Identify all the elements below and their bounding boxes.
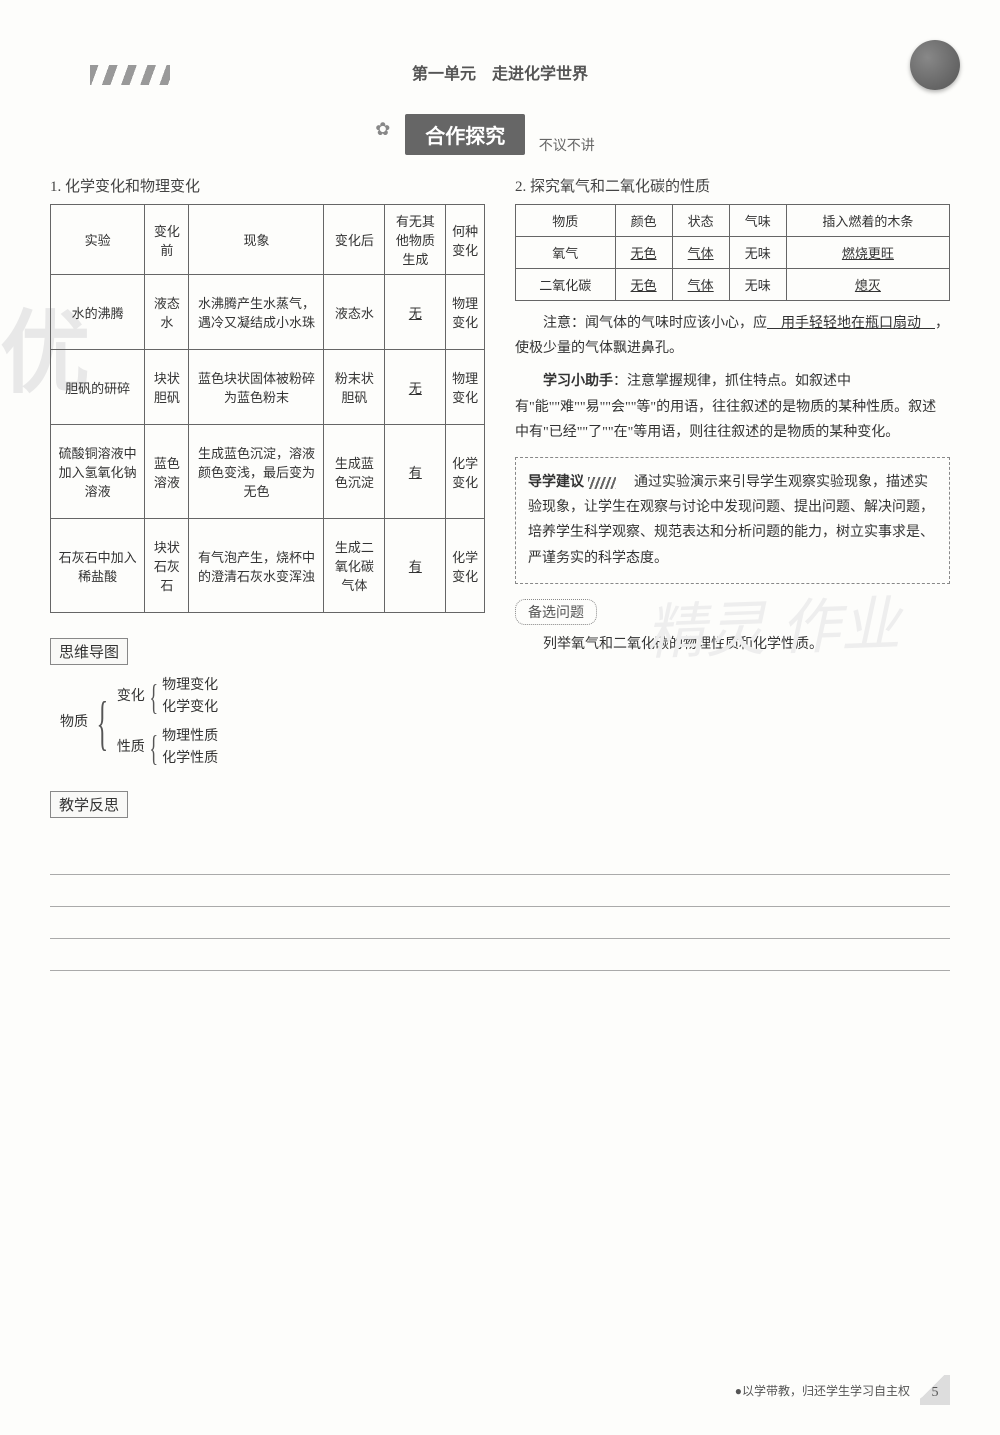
- writing-line: [50, 907, 950, 939]
- writing-line: [50, 875, 950, 907]
- table-cell: 无色: [615, 237, 672, 269]
- mindmap-label: 思维导图: [50, 638, 128, 665]
- th-phenomenon: 现象: [189, 205, 324, 275]
- study-helper: 学习小助手：注意掌握规律，抓住特点。如叙述中有"能""难""易""会""等"的用…: [515, 369, 950, 445]
- table-cell: 有气泡产生，烧杯中的澄清石灰水变浑浊: [189, 519, 324, 613]
- table-cell: 二氧化碳: [516, 269, 616, 301]
- table-cell: 物理变化: [446, 350, 485, 425]
- banner-flourish-icon: ✿: [375, 119, 390, 140]
- th-burning-stick: 插入燃着的木条: [786, 205, 949, 237]
- safety-note: 注意：闻气体的气味时应该小心，应 用手轻轻地在瓶口扇动 ，使极少量的气体飘进鼻孔…: [515, 311, 950, 361]
- table-cell: 蓝色溶液: [145, 425, 189, 519]
- hatch-icon: [588, 477, 616, 489]
- table-cell: 熄灭: [786, 269, 949, 301]
- th-before: 变化前: [145, 205, 189, 275]
- header-decoration: [90, 65, 170, 85]
- table-cell: 水的沸腾: [51, 275, 145, 350]
- writing-line: [50, 939, 950, 971]
- table-cell: 有: [385, 519, 446, 613]
- gas-properties-table: 物质 颜色 状态 气味 插入燃着的木条 氧气 无色 气体 无味 燃烧更旺 二氧化…: [515, 204, 950, 301]
- unit-title: 第一单元 走进化学世界: [412, 66, 588, 83]
- table-cell: 无: [385, 350, 446, 425]
- th-change-type: 何种变化: [446, 205, 485, 275]
- table-cell: 生成蓝色沉淀: [324, 425, 385, 519]
- th-color: 颜色: [615, 205, 672, 237]
- page-number: 5: [920, 1375, 950, 1405]
- table-cell: 物理变化: [446, 275, 485, 350]
- th-after: 变化后: [324, 205, 385, 275]
- experiment-table: 实验 变化前 现象 变化后 有无其他物质生成 何种变化 水的沸腾 液态水 水沸腾…: [50, 204, 485, 613]
- table-cell: 气体: [672, 269, 729, 301]
- guidance-box: 导学建议 通过实验演示来引导学生观察实验现象，描述实验现象，让学生在观察与讨论中…: [515, 457, 950, 584]
- table-cell: 蓝色块状固体被粉碎为蓝色粉末: [189, 350, 324, 425]
- backup-text: 列举氧气和二氧化碳的物理性质和化学性质。: [515, 633, 950, 653]
- reflection-lines: [50, 843, 950, 971]
- mindmap-leaf: 化学变化: [162, 697, 218, 719]
- backup-question: 备选问题 列举氧气和二氧化碳的物理性质和化学性质。: [515, 599, 950, 653]
- mindmap-leaf: 物理变化: [162, 675, 218, 697]
- th-new-substance: 有无其他物质生成: [385, 205, 446, 275]
- table-cell: 水沸腾产生水蒸气，遇冷又凝结成小水珠: [189, 275, 324, 350]
- mindmap-section: 思维导图 物质 { 变化 { 物理变化 化学变化: [50, 638, 485, 771]
- table-cell: 石灰石中加入稀盐酸: [51, 519, 145, 613]
- th-state: 状态: [672, 205, 729, 237]
- banner-title: 合作探究: [405, 114, 525, 155]
- page-header: 第一单元 走进化学世界: [50, 60, 950, 84]
- helper-label: 学习小助手: [543, 374, 613, 389]
- mindmap-root: 物质: [60, 712, 88, 734]
- corner-orb-icon: [910, 40, 960, 90]
- table-cell: 粉末状胆矾: [324, 350, 385, 425]
- table-cell: 有: [385, 425, 446, 519]
- mindmap-branch: 变化: [117, 686, 145, 708]
- table-cell: 无色: [615, 269, 672, 301]
- mindmap-leaf: 物理性质: [162, 726, 218, 748]
- table-cell: 无: [385, 275, 446, 350]
- table-cell: 液态水: [324, 275, 385, 350]
- mindmap-leaf: 化学性质: [162, 748, 218, 770]
- table-cell: 硫酸铜溶液中加入氢氧化钠溶液: [51, 425, 145, 519]
- table-cell: 胆矾的研碎: [51, 350, 145, 425]
- table-cell: 块状石灰石: [145, 519, 189, 613]
- table-cell: 无味: [729, 237, 786, 269]
- page-footer: ●以学带教，归还学生学习自主权 5: [735, 1375, 950, 1405]
- th-smell: 气味: [729, 205, 786, 237]
- th-substance: 物质: [516, 205, 616, 237]
- table-cell: 化学变化: [446, 425, 485, 519]
- section2-title: 2. 探究氧气和二氧化碳的性质: [515, 175, 950, 196]
- backup-label: 备选问题: [515, 599, 597, 625]
- table-cell: 化学变化: [446, 519, 485, 613]
- section1-title: 1. 化学变化和物理变化: [50, 175, 485, 196]
- footer-text: ●以学带教，归还学生学习自主权: [735, 1382, 910, 1399]
- table-cell: 块状胆矾: [145, 350, 189, 425]
- reflection-label: 教学反思: [50, 791, 128, 818]
- table-cell: 生成蓝色沉淀，溶液颜色变浅，最后变为无色: [189, 425, 324, 519]
- writing-line: [50, 843, 950, 875]
- th-experiment: 实验: [51, 205, 145, 275]
- table-cell: 气体: [672, 237, 729, 269]
- reflection-section: 教学反思: [50, 791, 485, 828]
- guidance-label: 导学建议: [528, 475, 584, 490]
- table-cell: 液态水: [145, 275, 189, 350]
- mindmap-diagram: 物质 { 变化 { 物理变化 化学变化 性质: [60, 675, 485, 771]
- mindmap-branch: 性质: [117, 737, 145, 759]
- section-banner: ✿ 合作探究 不议不讲: [50, 114, 950, 155]
- table-cell: 燃烧更旺: [786, 237, 949, 269]
- table-cell: 无味: [729, 269, 786, 301]
- table-cell: 生成二氧化碳气体: [324, 519, 385, 613]
- table-cell: 氧气: [516, 237, 616, 269]
- banner-subtitle: 不议不讲: [539, 135, 595, 155]
